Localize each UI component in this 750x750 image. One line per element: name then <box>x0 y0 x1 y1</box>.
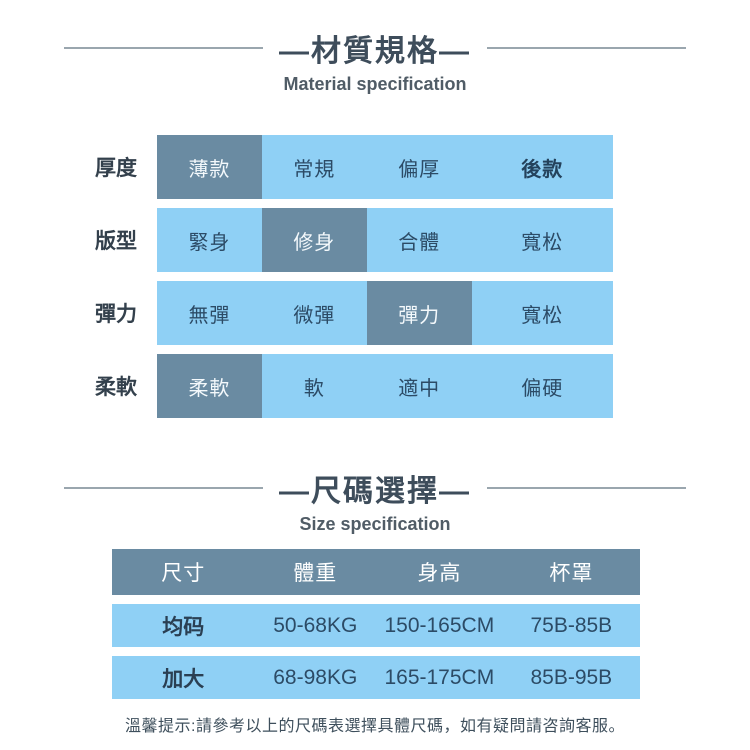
size-section-subtitle: Size specification <box>299 514 451 534</box>
material-cell: 無彈 <box>157 281 262 345</box>
title-line-left <box>64 47 263 49</box>
material-cell: 適中 <box>366 354 472 418</box>
material-row-cells: 無彈 微彈 彈力 寬松 <box>157 281 613 345</box>
material-row-thickness: 厚度 薄款 常規 偏厚 後款 <box>95 135 613 199</box>
material-cell: 合體 <box>366 208 472 272</box>
material-row-cells: 緊身 修身 合體 寬松 <box>157 208 613 272</box>
size-cell-weight: 68-98KG <box>273 665 358 689</box>
material-row-label: 版型 <box>95 230 137 253</box>
size-cell-height: 150-165CM <box>384 613 495 637</box>
material-row-softness: 柔軟 柔軟 軟 適中 偏硬 <box>95 354 613 418</box>
material-cell: 偏厚 <box>366 135 472 199</box>
size-cell-cup: 75B-85B <box>530 613 613 637</box>
material-row-fit: 版型 緊身 修身 合體 寬松 <box>95 208 613 272</box>
material-row-label: 柔軟 <box>95 376 137 399</box>
material-row-label: 彈力 <box>95 303 137 326</box>
material-section-subtitle: Material specification <box>283 74 467 94</box>
material-row-label: 厚度 <box>95 157 137 180</box>
size-cell-weight: 50-68KG <box>273 613 358 637</box>
material-section-title: —材質規格— <box>279 35 471 68</box>
size-cell-label: 加大 <box>162 667 205 691</box>
size-table-row-onesize: 均码 50-68KG 150-165CM 75B-85B <box>112 604 640 647</box>
size-header-size: 尺寸 <box>161 562 206 585</box>
material-cell: 軟 <box>261 354 367 418</box>
size-section-header: —尺碼選擇— Size specification <box>0 466 750 535</box>
size-section-title: —尺碼選擇— <box>279 475 471 508</box>
material-table: 厚度 薄款 常規 偏厚 後款 版型 緊身 修身 合體 寬松 彈力 無彈 微彈 彈… <box>95 135 613 418</box>
material-row-cells: 柔軟 軟 適中 偏硬 <box>157 354 613 418</box>
size-header-cup: 杯罩 <box>549 562 594 585</box>
size-cell-cup: 85B-95B <box>530 665 613 689</box>
material-cell: 寬松 <box>471 281 613 345</box>
size-table-row-plus: 加大 68-98KG 165-175CM 85B-95B <box>112 656 640 699</box>
reminder-note: 溫馨提示:請參考以上的尺碼表選擇具體尺碼，如有疑問請咨詢客服。 <box>125 718 625 735</box>
material-title-row: —材質規格— <box>0 26 750 70</box>
size-cell-height: 165-175CM <box>384 665 495 689</box>
material-cell: 後款 <box>471 135 613 199</box>
material-cell: 寬松 <box>471 208 613 272</box>
material-cell-selected: 薄款 <box>157 135 262 199</box>
size-cell-label: 均码 <box>162 615 205 639</box>
material-row-cells: 薄款 常規 偏厚 後款 <box>157 135 613 199</box>
material-cell-selected: 彈力 <box>366 281 472 345</box>
material-cell: 常規 <box>261 135 367 199</box>
size-table: 尺寸 體重 身高 杯罩 均码 50-68KG 150-165CM 75B-85B… <box>112 549 640 699</box>
size-header-weight: 體重 <box>293 562 338 585</box>
material-section-header: —材質規格— Material specification <box>0 26 750 95</box>
material-cell: 偏硬 <box>471 354 613 418</box>
size-header-height: 身高 <box>417 562 462 585</box>
material-row-elasticity: 彈力 無彈 微彈 彈力 寬松 <box>95 281 613 345</box>
material-cell-selected: 修身 <box>261 208 367 272</box>
size-table-header-row: 尺寸 體重 身高 杯罩 <box>112 549 640 595</box>
material-cell: 緊身 <box>157 208 262 272</box>
size-title-row: —尺碼選擇— <box>0 466 750 510</box>
material-cell-selected: 柔軟 <box>157 354 262 418</box>
material-cell: 微彈 <box>261 281 367 345</box>
title-line-right <box>487 487 686 489</box>
title-line-right <box>487 47 686 49</box>
title-line-left <box>64 487 263 489</box>
